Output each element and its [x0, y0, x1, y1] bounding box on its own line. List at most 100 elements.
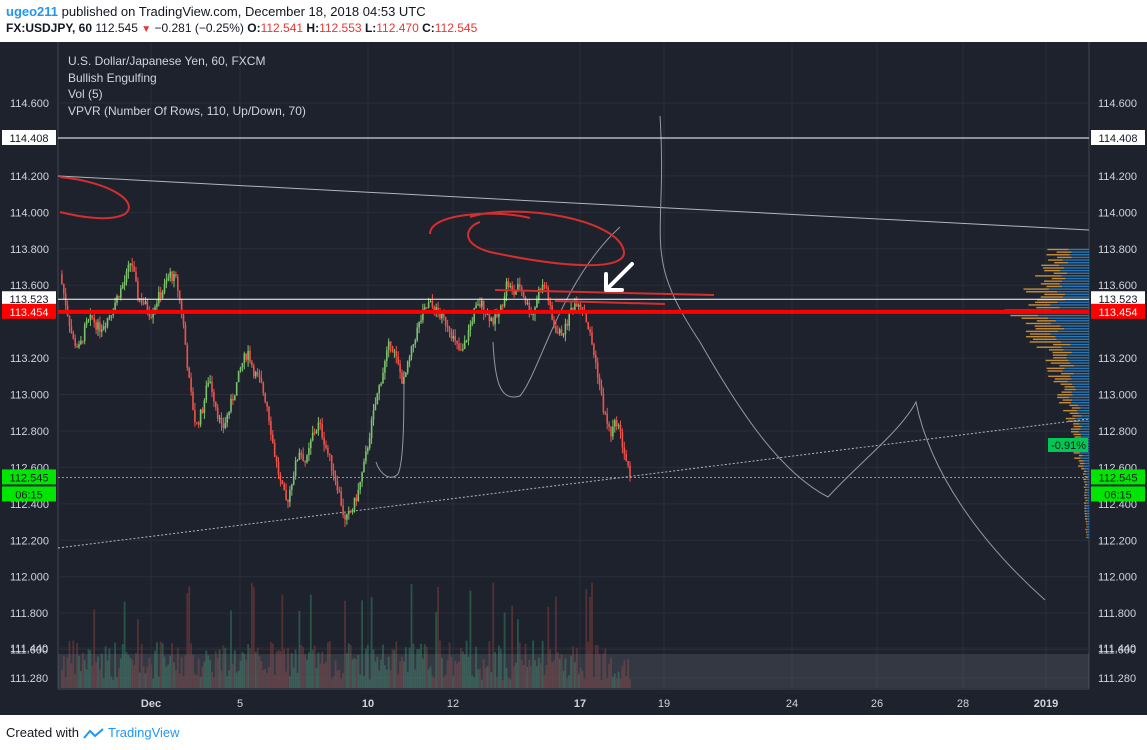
volume-bar: [148, 657, 151, 688]
profile-bar-up: [1061, 346, 1089, 348]
volume-bar: [437, 586, 439, 688]
volume-bar: [505, 667, 508, 688]
volume-bar: [190, 643, 192, 688]
profile-bar-up: [1062, 259, 1089, 261]
volume-bar: [319, 663, 322, 688]
candle-body: [463, 340, 466, 349]
candle-body: [175, 274, 177, 277]
candle-body: [581, 307, 584, 312]
profile-bar-down: [1084, 483, 1088, 486]
profile-bar-down: [1083, 502, 1087, 504]
volume-bar: [541, 640, 544, 688]
volume-bar: [458, 661, 460, 688]
volume-bar: [144, 673, 147, 688]
drawn-line-1: [494, 289, 715, 296]
profile-bar-down: [1082, 473, 1086, 475]
profile-bar-up: [1086, 481, 1089, 483]
candle-body: [538, 289, 540, 300]
candle-body: [224, 422, 227, 429]
drawn-line-2: [554, 300, 666, 305]
candle-body: [429, 301, 432, 303]
volume-bar: [121, 644, 124, 688]
candle-body: [76, 345, 78, 348]
volume-bar: [596, 645, 599, 688]
volume-bar: [475, 646, 477, 688]
volume-bar: [361, 600, 363, 688]
candle-body: [178, 290, 181, 301]
profile-bar-up: [1070, 362, 1089, 364]
volume-bar: [300, 645, 303, 688]
volume-bar: [370, 597, 373, 688]
volume-bar: [150, 664, 153, 688]
profile-bar-up: [1050, 322, 1089, 325]
candle-body: [243, 353, 246, 364]
volume-bar: [156, 642, 158, 688]
profile-bar-up: [1062, 370, 1089, 372]
profile-bar-down: [1032, 338, 1057, 341]
profile-bar-down: [1035, 301, 1058, 304]
volume-bar: [384, 665, 386, 688]
volume-bar: [64, 676, 67, 688]
candle-body: [399, 363, 401, 373]
legend-vpvr: VPVR (Number Of Rows, 110, Up/Down, 70): [68, 104, 306, 118]
profile-bar-down: [1079, 462, 1085, 465]
volume-bar: [230, 610, 232, 688]
candlestick-series: [61, 258, 631, 527]
profile-bar-up: [1087, 520, 1089, 523]
volume-bar: [499, 648, 502, 688]
volume-bar: [385, 669, 388, 688]
price-chart[interactable]: U.S. Dollar/Japanese Yen, 60, FXCM Bulli…: [0, 42, 1147, 715]
candle-body: [596, 362, 599, 378]
profile-bar-down: [1046, 367, 1065, 370]
profile-bar-down: [1046, 285, 1063, 288]
candle-body: [424, 307, 426, 310]
profile-bar-up: [1071, 391, 1089, 393]
volume-bar: [116, 676, 118, 688]
published-text: published on TradingView.com, December 1…: [61, 4, 426, 19]
username-link[interactable]: ugeo211: [6, 4, 59, 19]
candle-body: [99, 322, 101, 332]
volume-bar: [194, 674, 196, 688]
price-tick-right: 113.200: [1098, 353, 1137, 365]
volume-bar: [560, 654, 563, 688]
profile-bar-up: [1055, 335, 1089, 338]
profile-bar-down: [1084, 491, 1087, 494]
candle-body: [608, 423, 610, 427]
candle-body: [395, 351, 398, 357]
candle-body: [490, 317, 493, 322]
price-label-bg-left: [2, 303, 56, 319]
volume-bar: [165, 666, 168, 688]
candle-body: [258, 374, 261, 378]
candle-body: [123, 281, 126, 286]
profile-bar-up: [1087, 531, 1089, 533]
volume-bar: [378, 670, 381, 688]
volume-bar: [406, 671, 409, 688]
profile-bar-up: [1077, 409, 1089, 412]
profile-bar-up: [1069, 254, 1089, 256]
profile-bar-up: [1059, 283, 1089, 285]
price-tick-left: 114.600: [10, 98, 49, 110]
candle-body: [234, 395, 236, 401]
volume-bar: [401, 656, 403, 688]
candle-body: [564, 323, 567, 335]
volume-bar: [85, 669, 88, 688]
volume-bar: [76, 642, 78, 688]
candle-body: [606, 413, 608, 424]
profile-bar-up: [1071, 378, 1089, 380]
candle-body: [146, 301, 149, 312]
volume-bar: [520, 659, 523, 688]
candle-body: [275, 456, 278, 462]
volume-bar: [581, 670, 584, 688]
tradingview-link[interactable]: TradingView: [108, 725, 180, 740]
candle-body: [462, 348, 464, 351]
candle-body: [403, 376, 405, 384]
candle-body: [85, 320, 88, 325]
candle-body: [186, 344, 189, 368]
profile-bar-up: [1086, 470, 1089, 473]
volume-bar: [241, 651, 244, 688]
candle-body: [197, 422, 200, 425]
volume-bar: [524, 643, 527, 688]
volume-bar: [313, 645, 316, 688]
candle-body: [101, 329, 103, 332]
